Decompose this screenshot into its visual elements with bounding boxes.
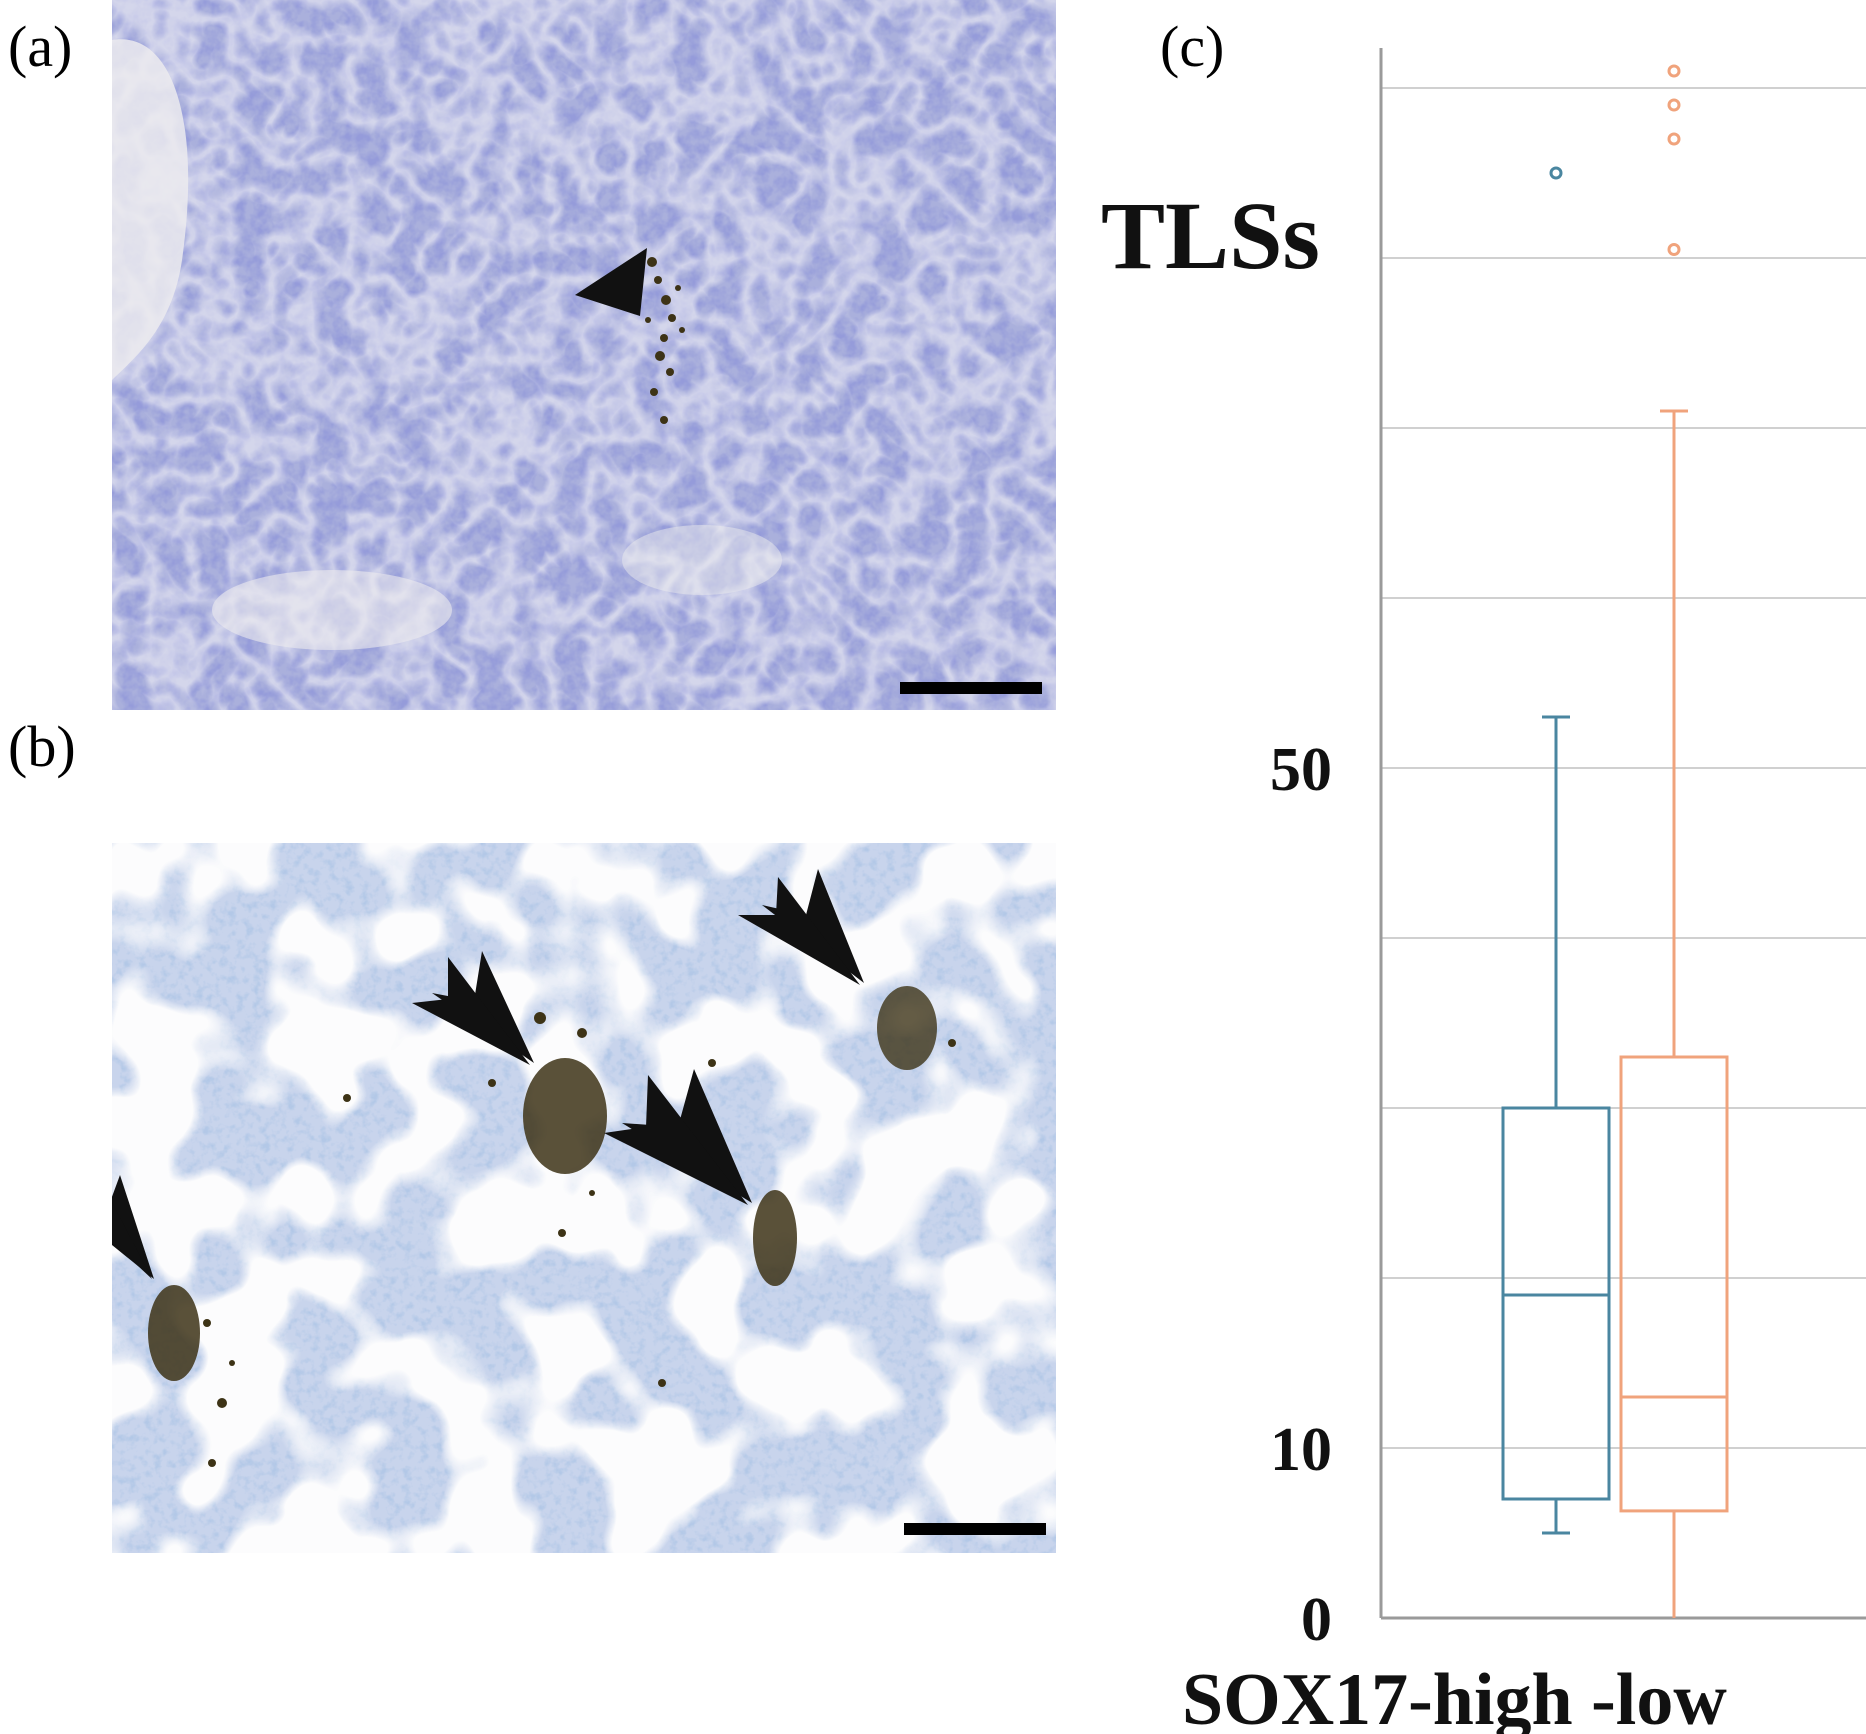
box-sox17-high	[1501, 166, 1611, 1535]
y-axis-label: TLSs	[1101, 182, 1320, 289]
micrograph-b	[112, 843, 1056, 1553]
micrograph-a	[112, 0, 1056, 710]
arrow-markers	[112, 869, 864, 1279]
outlier-point	[1667, 98, 1681, 112]
arrowhead-marker	[575, 248, 647, 316]
x-axis-label: SOX17-high -low	[1182, 1659, 1727, 1734]
panel-label-a: (a)	[8, 14, 73, 79]
scale-bar-a	[900, 682, 1042, 694]
outlier-point	[1667, 64, 1681, 78]
box-series	[1501, 64, 1729, 1618]
scale-bar-b	[904, 1523, 1046, 1535]
y-tick-0: 0	[1301, 1586, 1332, 1654]
outlier-point	[1667, 132, 1681, 146]
panel-label-c: (c)	[1160, 14, 1225, 79]
y-tick-labels: 0 10 50	[1270, 736, 1332, 1654]
panel-label-b: (b)	[8, 714, 76, 779]
outlier-point	[1667, 243, 1681, 256]
box-iqr	[1619, 1055, 1729, 1513]
gridlines	[1381, 87, 1866, 1449]
boxplot-chart: 0 10 50 TLSs SOX17-high -low	[1101, 48, 1866, 1734]
outlier-point	[1549, 166, 1563, 180]
y-tick-50: 50	[1270, 736, 1332, 804]
box-sox17-low	[1619, 64, 1729, 1618]
box-iqr	[1501, 1106, 1611, 1501]
y-tick-10: 10	[1270, 1416, 1332, 1484]
